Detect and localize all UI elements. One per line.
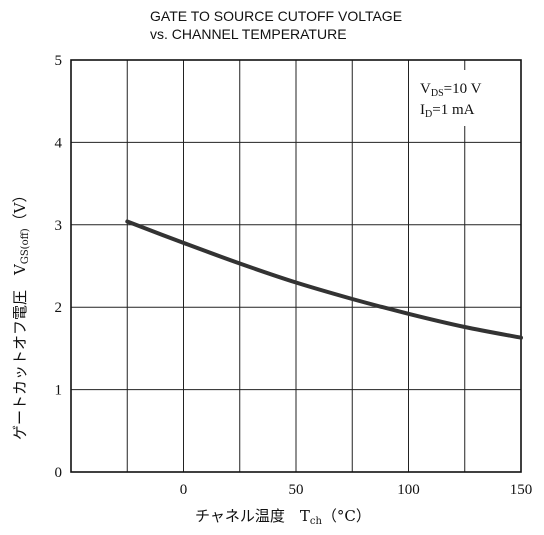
grid bbox=[71, 60, 521, 472]
y-tick-label: 2 bbox=[55, 300, 63, 316]
x-tick-label: 50 bbox=[289, 482, 304, 498]
y-tick-label: 4 bbox=[55, 135, 63, 151]
x-tick-label: 100 bbox=[397, 482, 420, 498]
x-axis-label: チャネル温度 Tch（°C） bbox=[195, 507, 371, 527]
series-line bbox=[125, 219, 523, 340]
y-tick-label: 3 bbox=[55, 218, 63, 234]
x-ticks: 0 50 100 150 bbox=[180, 482, 533, 498]
y-tick-label: 0 bbox=[55, 465, 63, 481]
chart-title-line1: GATE TO SOURCE CUTOFF VOLTAGE bbox=[150, 8, 402, 24]
annotation-box: VDS=10 V ID=1 mA bbox=[410, 70, 512, 126]
plot-frame bbox=[70, 59, 522, 473]
y-axis-label: ゲートカットオフ電圧 VGS(off)（V） bbox=[11, 188, 31, 440]
y-tick-label: 5 bbox=[55, 53, 63, 69]
x-tick-label: 150 bbox=[510, 482, 533, 498]
y-ticks: 0 1 2 3 4 5 bbox=[55, 53, 63, 481]
x-tick-label: 0 bbox=[180, 482, 188, 498]
y-tick-label: 1 bbox=[55, 383, 63, 399]
annotation-id: ID=1 mA bbox=[420, 102, 475, 120]
chart-title-line2: vs. CHANNEL TEMPERATURE bbox=[150, 26, 347, 42]
annotation-vds: VDS=10 V bbox=[420, 81, 482, 99]
